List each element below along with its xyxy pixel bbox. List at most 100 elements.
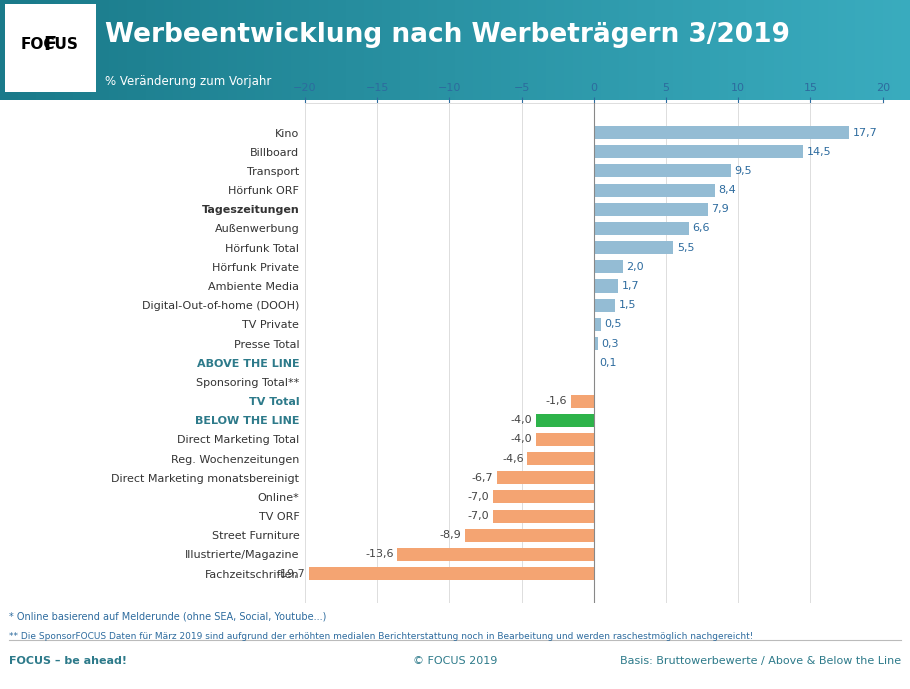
Bar xyxy=(537,0,546,100)
Bar xyxy=(593,280,618,293)
Bar xyxy=(64,0,73,100)
Bar xyxy=(582,0,592,100)
Bar xyxy=(382,0,391,100)
Bar xyxy=(200,0,209,100)
Bar xyxy=(46,0,55,100)
Bar xyxy=(255,0,264,100)
Text: ** Die SponsorFOCUS Daten für März 2019 sind aufgrund der erhöhten medialen Beri: ** Die SponsorFOCUS Daten für März 2019 … xyxy=(9,632,753,641)
Text: -7,0: -7,0 xyxy=(468,511,489,521)
Bar xyxy=(246,0,255,100)
Text: 0,3: 0,3 xyxy=(602,338,619,349)
Text: -1,6: -1,6 xyxy=(546,396,567,406)
Bar xyxy=(536,433,593,446)
Bar xyxy=(828,0,837,100)
Bar xyxy=(546,0,555,100)
Bar xyxy=(593,126,849,139)
Bar xyxy=(473,0,482,100)
Bar xyxy=(619,0,628,100)
Bar xyxy=(291,0,300,100)
Bar xyxy=(573,0,582,100)
Bar xyxy=(228,0,237,100)
Text: -4,0: -4,0 xyxy=(511,434,532,444)
Bar xyxy=(846,0,855,100)
Bar xyxy=(118,0,127,100)
Bar xyxy=(601,0,610,100)
Bar xyxy=(492,510,593,523)
Text: -4,6: -4,6 xyxy=(502,453,524,464)
Bar xyxy=(673,0,682,100)
Bar xyxy=(819,0,828,100)
Bar xyxy=(164,0,173,100)
Bar xyxy=(593,318,601,331)
Text: © FOCUS 2019: © FOCUS 2019 xyxy=(413,656,497,666)
Bar xyxy=(628,0,637,100)
Text: -19,7: -19,7 xyxy=(277,568,306,579)
Bar xyxy=(300,0,309,100)
Bar xyxy=(491,0,501,100)
Text: 2,0: 2,0 xyxy=(626,262,644,272)
Text: 0,1: 0,1 xyxy=(599,358,616,368)
Bar xyxy=(593,165,731,178)
Bar xyxy=(146,0,155,100)
Text: FOCUS – be ahead!: FOCUS – be ahead! xyxy=(9,656,127,666)
Bar xyxy=(528,0,537,100)
Bar xyxy=(810,0,819,100)
Bar xyxy=(5,4,96,92)
Bar xyxy=(837,0,846,100)
Bar xyxy=(610,0,619,100)
Bar xyxy=(497,471,593,484)
Bar xyxy=(82,0,91,100)
Bar xyxy=(428,0,437,100)
Bar xyxy=(264,0,273,100)
Bar xyxy=(0,0,9,100)
Bar xyxy=(901,0,910,100)
Bar xyxy=(774,0,783,100)
Bar xyxy=(446,0,455,100)
Bar xyxy=(555,0,564,100)
Bar xyxy=(127,0,136,100)
Bar xyxy=(701,0,710,100)
Bar xyxy=(18,0,27,100)
Bar xyxy=(527,452,593,465)
Text: 17,7: 17,7 xyxy=(853,127,878,138)
Bar xyxy=(593,183,715,196)
Text: -6,7: -6,7 xyxy=(471,473,493,483)
Bar xyxy=(855,0,864,100)
Bar xyxy=(482,0,491,100)
Bar xyxy=(593,298,615,311)
Bar xyxy=(182,0,191,100)
Bar xyxy=(719,0,728,100)
Text: FOCUS: FOCUS xyxy=(21,37,79,52)
Text: 7,9: 7,9 xyxy=(712,204,729,214)
Text: 8,4: 8,4 xyxy=(719,185,736,195)
Bar xyxy=(593,356,595,369)
Bar xyxy=(755,0,764,100)
Bar xyxy=(237,0,246,100)
Bar xyxy=(318,0,328,100)
Bar xyxy=(510,0,519,100)
Bar xyxy=(282,0,291,100)
Bar xyxy=(593,337,598,350)
Text: -13,6: -13,6 xyxy=(365,549,394,559)
Bar xyxy=(410,0,419,100)
Text: 1,5: 1,5 xyxy=(619,300,637,310)
Bar xyxy=(355,0,364,100)
Bar xyxy=(55,0,64,100)
Text: 9,5: 9,5 xyxy=(734,166,753,176)
Bar xyxy=(100,0,109,100)
Text: 0,5: 0,5 xyxy=(604,319,622,329)
Bar xyxy=(792,0,801,100)
Bar xyxy=(191,0,200,100)
Text: -8,9: -8,9 xyxy=(440,531,461,540)
Bar xyxy=(682,0,692,100)
Bar xyxy=(364,0,373,100)
Bar xyxy=(593,241,673,254)
Bar xyxy=(218,0,228,100)
Bar xyxy=(874,0,883,100)
Bar xyxy=(593,222,689,235)
Bar xyxy=(73,0,82,100)
Bar xyxy=(883,0,892,100)
Bar xyxy=(373,0,382,100)
Bar xyxy=(455,0,464,100)
Text: Werbeentwicklung nach Werbeträgern 3/2019: Werbeentwicklung nach Werbeträgern 3/201… xyxy=(105,22,790,48)
